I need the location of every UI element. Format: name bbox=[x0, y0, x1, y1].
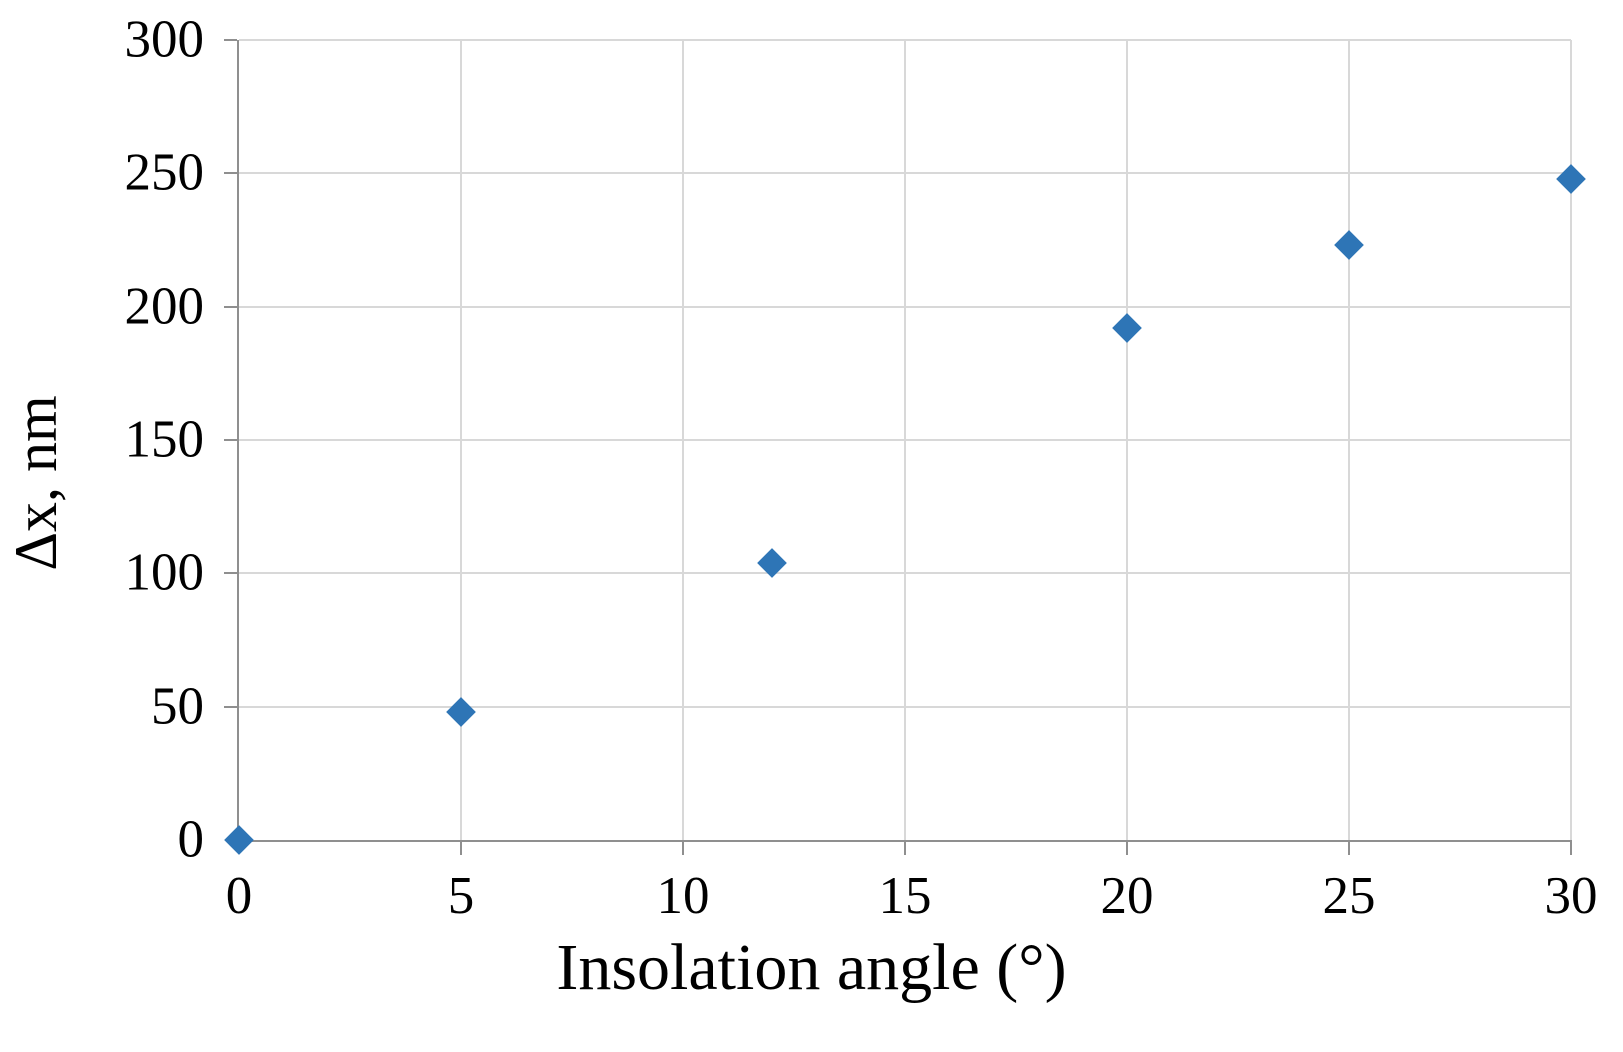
data-point-diamond bbox=[446, 697, 476, 727]
y-axis-tick bbox=[224, 572, 237, 575]
x-tick-label: 15 bbox=[878, 867, 932, 925]
y-axis-tick bbox=[224, 39, 237, 41]
y-axis-tick bbox=[224, 439, 237, 441]
horizontal-gridline bbox=[239, 705, 1571, 708]
data-point-diamond bbox=[1334, 230, 1364, 261]
x-axis-tick bbox=[1570, 840, 1572, 855]
horizontal-gridline bbox=[239, 305, 1571, 308]
y-axis-tick bbox=[224, 172, 237, 175]
x-tick-label: 25 bbox=[1322, 867, 1376, 925]
horizontal-gridline bbox=[239, 572, 1571, 575]
x-tick-label: 30 bbox=[1544, 867, 1598, 925]
x-tick-label: 5 bbox=[447, 867, 475, 925]
x-tick-label: 0 bbox=[225, 867, 253, 925]
y-tick-label: 150 bbox=[124, 410, 205, 469]
x-axis-tick bbox=[682, 840, 684, 855]
y-tick-label: 50 bbox=[151, 677, 204, 736]
horizontal-gridline bbox=[239, 439, 1571, 441]
y-axis-title: Δx, nm bbox=[3, 395, 69, 571]
x-axis-tick bbox=[1126, 840, 1128, 855]
y-axis-tick bbox=[224, 705, 237, 708]
vertical-gridline bbox=[1570, 40, 1572, 840]
x-tick-label: 20 bbox=[1100, 867, 1154, 925]
y-tick-label: 250 bbox=[124, 143, 205, 202]
data-point-diamond bbox=[1112, 313, 1142, 343]
x-tick-label: 10 bbox=[656, 867, 710, 925]
y-axis-tick bbox=[224, 305, 237, 308]
horizontal-gridline bbox=[239, 39, 1571, 41]
y-tick-label: 300 bbox=[124, 10, 205, 69]
x-axis-tick bbox=[460, 840, 462, 855]
horizontal-gridline bbox=[239, 172, 1571, 175]
y-tick-label: 100 bbox=[124, 543, 205, 602]
data-point-diamond bbox=[224, 825, 254, 855]
y-tick-label: 200 bbox=[124, 277, 205, 336]
x-axis-title: Insolation angle (°) bbox=[556, 931, 1067, 1004]
x-axis-tick bbox=[904, 840, 906, 855]
y-axis-line bbox=[237, 40, 239, 842]
x-axis-tick bbox=[1348, 840, 1350, 855]
y-tick-label: 0 bbox=[177, 810, 205, 869]
data-point-diamond bbox=[1556, 163, 1586, 194]
